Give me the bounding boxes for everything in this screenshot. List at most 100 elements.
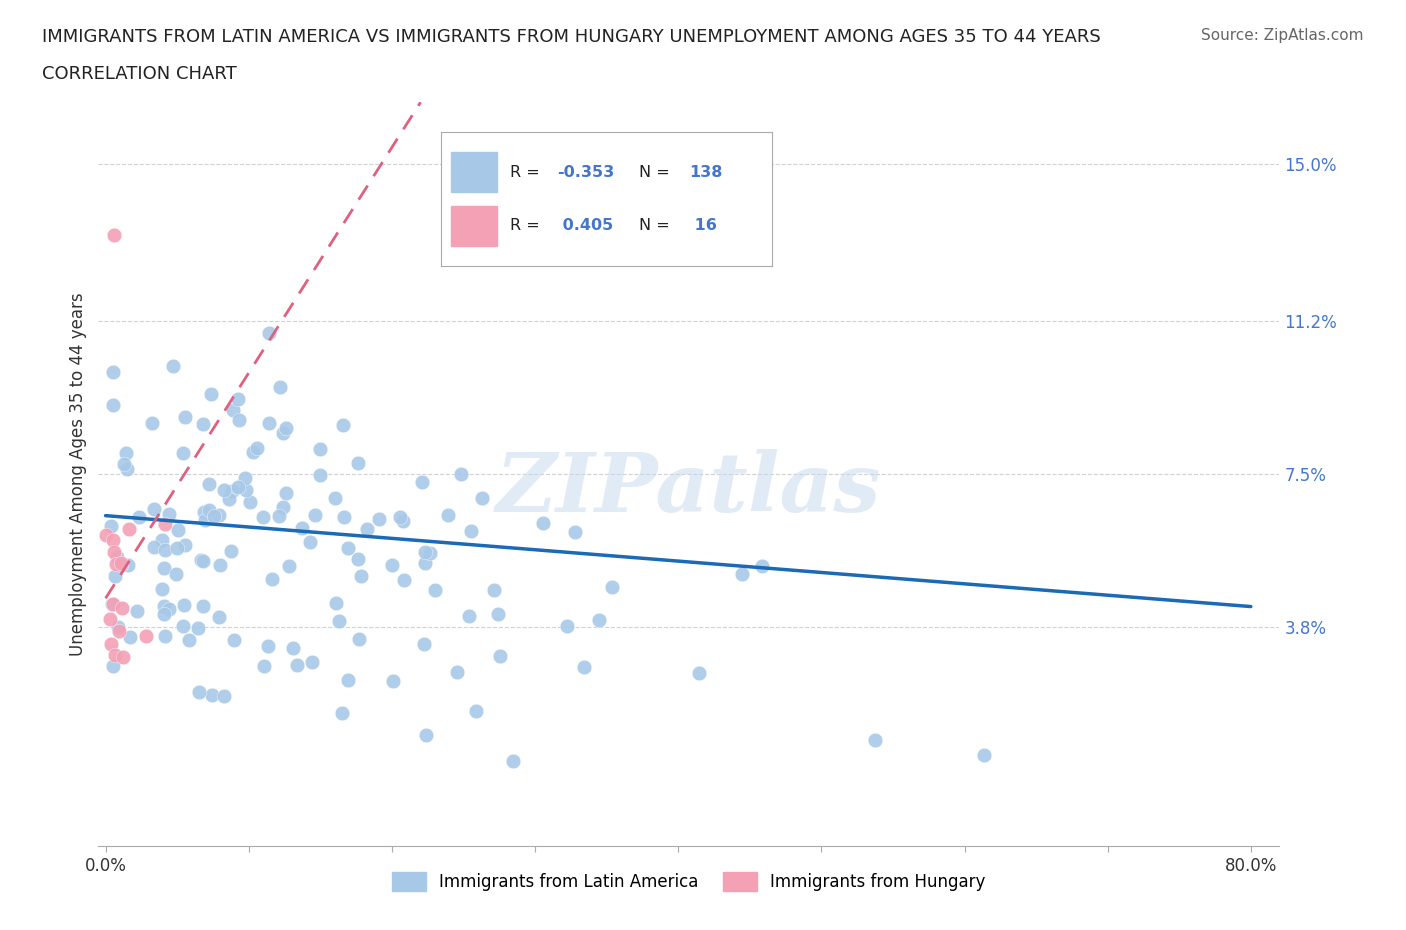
Point — [423, 583, 446, 598]
Point — [103, 227, 125, 242]
Point — [600, 579, 623, 594]
Y-axis label: Unemployment Among Ages 35 to 44 years: Unemployment Among Ages 35 to 44 years — [69, 293, 87, 656]
Point — [226, 480, 249, 495]
Point — [239, 495, 262, 510]
Point — [328, 614, 350, 629]
Point — [235, 483, 257, 498]
Point — [973, 748, 995, 763]
Point — [337, 673, 360, 688]
Point — [333, 510, 356, 525]
Point — [193, 553, 215, 568]
Point — [200, 387, 222, 402]
Point — [276, 420, 298, 435]
Point — [150, 581, 173, 596]
Point — [193, 599, 215, 614]
Point — [242, 445, 264, 459]
Point — [464, 704, 486, 719]
Point — [308, 468, 330, 483]
Legend: Immigrants from Latin America, Immigrants from Hungary: Immigrants from Latin America, Immigrant… — [385, 865, 993, 897]
Point — [269, 379, 291, 394]
Point — [325, 595, 347, 610]
Point — [688, 665, 710, 680]
Point — [152, 561, 174, 576]
Point — [267, 509, 290, 524]
Point — [162, 358, 184, 373]
Point — [276, 485, 298, 500]
Point — [152, 607, 174, 622]
Text: Source: ZipAtlas.com: Source: ZipAtlas.com — [1201, 28, 1364, 43]
Point — [98, 611, 121, 626]
Point — [172, 618, 194, 633]
Point — [101, 597, 124, 612]
Point — [155, 542, 177, 557]
Point — [198, 476, 221, 491]
Point — [118, 630, 141, 644]
Point — [218, 492, 240, 507]
Point — [412, 637, 434, 652]
Point — [150, 533, 173, 548]
Point — [392, 573, 415, 588]
Text: CORRELATION CHART: CORRELATION CHART — [42, 65, 238, 83]
Point — [751, 558, 773, 573]
Point — [100, 636, 122, 651]
Point — [246, 441, 269, 456]
Point — [111, 601, 134, 616]
Text: ZIPatlas: ZIPatlas — [496, 449, 882, 529]
Point — [155, 629, 177, 644]
Point — [419, 546, 441, 561]
Point — [202, 509, 225, 524]
Point — [285, 658, 308, 672]
Point — [446, 665, 468, 680]
Point — [191, 417, 214, 432]
Point — [159, 506, 181, 521]
Point — [381, 557, 404, 572]
Point — [104, 648, 127, 663]
Point — [411, 474, 433, 489]
Point — [115, 445, 138, 460]
Point — [115, 462, 138, 477]
Point — [101, 596, 124, 611]
Point — [172, 445, 194, 460]
Point — [190, 552, 212, 567]
Point — [142, 501, 165, 516]
Point — [194, 512, 217, 527]
Point — [588, 613, 610, 628]
Point — [101, 397, 124, 412]
Point — [110, 558, 132, 573]
Point — [198, 502, 221, 517]
Point — [111, 649, 134, 664]
Point — [460, 524, 482, 538]
Point — [104, 568, 127, 583]
Point — [100, 518, 122, 533]
Point — [165, 566, 187, 581]
Point — [252, 658, 274, 673]
Point — [222, 403, 245, 418]
Point — [209, 558, 232, 573]
Point — [574, 659, 596, 674]
Point — [381, 673, 404, 688]
Point — [212, 483, 235, 498]
Point — [388, 510, 411, 525]
Point — [112, 456, 135, 471]
Text: IMMIGRANTS FROM LATIN AMERICA VS IMMIGRANTS FROM HUNGARY UNEMPLOYMENT AMONG AGES: IMMIGRANTS FROM LATIN AMERICA VS IMMIGRA… — [42, 28, 1101, 46]
Point — [221, 484, 243, 498]
Point — [228, 412, 250, 427]
Point — [152, 598, 174, 613]
Point — [301, 655, 323, 670]
Point — [413, 556, 436, 571]
Point — [110, 555, 132, 570]
Point — [103, 544, 125, 559]
Point — [108, 623, 131, 638]
Point — [413, 545, 436, 560]
Point — [208, 507, 231, 522]
Point — [143, 539, 166, 554]
Point — [336, 540, 359, 555]
Point — [135, 629, 157, 644]
Point — [564, 525, 586, 539]
Point — [212, 689, 235, 704]
Point — [415, 727, 437, 742]
Point — [117, 558, 139, 573]
Point — [224, 632, 246, 647]
Point — [173, 598, 195, 613]
Point — [482, 583, 505, 598]
